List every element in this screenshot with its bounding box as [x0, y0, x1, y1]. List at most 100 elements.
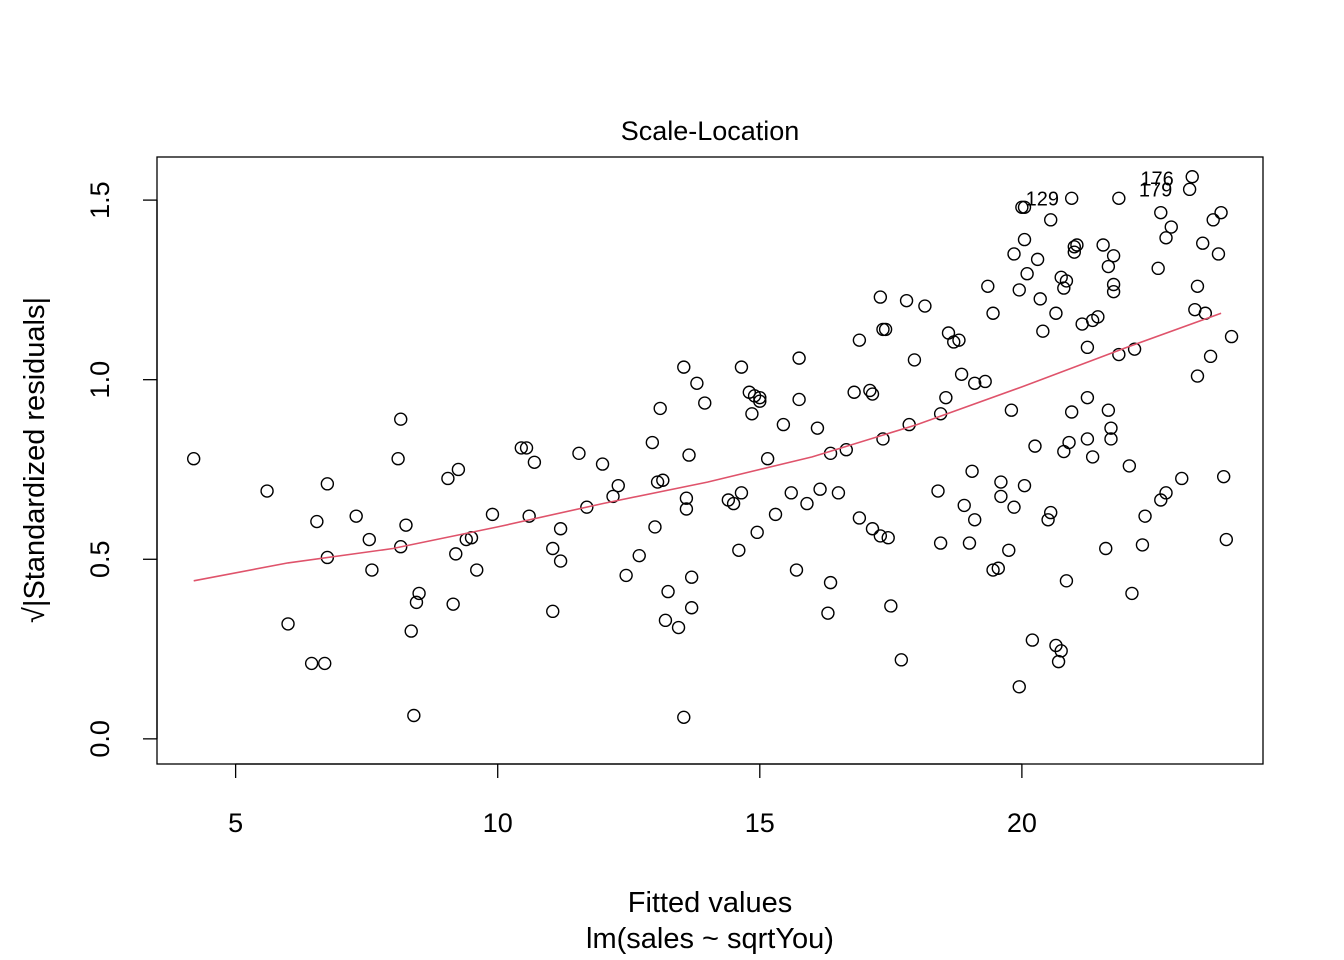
- data-point: [399, 518, 413, 532]
- data-point: [952, 333, 966, 347]
- data-point: [894, 653, 909, 667]
- data-point: [800, 496, 814, 511]
- data-point: [527, 455, 542, 469]
- data-point: [792, 351, 806, 365]
- data-point: [876, 432, 890, 446]
- data-point: [632, 548, 646, 563]
- data-point: [671, 620, 686, 635]
- data-point: [679, 502, 694, 516]
- data-point: [362, 532, 376, 547]
- data-point: [1219, 532, 1234, 547]
- data-point: [546, 604, 560, 619]
- x-tick-label: 10: [483, 808, 513, 838]
- data-point: [1159, 231, 1173, 245]
- data-point: [1190, 369, 1205, 383]
- point-label: 129: [1026, 188, 1059, 210]
- data-point: [1020, 267, 1034, 281]
- data-point: [1224, 329, 1239, 344]
- data-point: [1159, 486, 1173, 500]
- y-tick-label: 0.5: [85, 540, 115, 578]
- data-point: [1007, 247, 1021, 261]
- data-point: [994, 475, 1008, 489]
- data-point: [939, 390, 953, 405]
- data-point: [1067, 240, 1081, 254]
- data-point: [677, 360, 691, 374]
- data-point: [407, 708, 421, 723]
- data-point: [572, 446, 586, 461]
- data-point: [553, 554, 568, 568]
- y-tick-label: 1.5: [85, 181, 115, 219]
- data-point: [394, 412, 408, 426]
- data-point: [186, 452, 201, 466]
- data-point: [823, 575, 838, 590]
- data-point: [839, 443, 853, 457]
- data-point: [732, 543, 746, 557]
- data-point: [1064, 191, 1079, 206]
- data-point: [519, 441, 534, 455]
- data-point: [310, 514, 324, 529]
- data-point: [1007, 500, 1021, 514]
- data-point: [1112, 191, 1126, 206]
- data-point: [884, 599, 898, 613]
- data-point: [1067, 245, 1081, 259]
- data-point: [1216, 469, 1231, 484]
- data-point: [514, 441, 528, 455]
- data-point: [682, 448, 696, 462]
- data-point: [865, 522, 880, 536]
- scatter-points: [186, 170, 1239, 725]
- data-point: [941, 326, 956, 340]
- data-point: [1051, 654, 1066, 669]
- y-axis: 0.0 0.5 1.0 1.5: [85, 181, 158, 758]
- data-point: [1080, 432, 1095, 446]
- data-point: [1106, 277, 1121, 292]
- data-point: [546, 541, 560, 556]
- data-point: [968, 513, 982, 527]
- data-point: [965, 464, 979, 478]
- data-point: [991, 561, 1005, 575]
- data-point: [679, 491, 694, 505]
- data-point: [907, 353, 922, 367]
- data-point: [304, 656, 319, 671]
- data-point: [698, 396, 712, 410]
- data-point: [1015, 200, 1029, 214]
- data-point: [954, 367, 969, 381]
- data-point: [899, 293, 914, 308]
- x-axis-subtitle: lm(sales ~ sqrtYou): [586, 923, 834, 955]
- data-point: [1012, 680, 1026, 694]
- data-point: [821, 606, 835, 620]
- x-tick-label: 20: [1007, 808, 1037, 838]
- data-point: [734, 486, 749, 500]
- data-point: [881, 531, 895, 545]
- data-point: [1057, 444, 1071, 459]
- data-point: [1203, 349, 1218, 364]
- x-axis: 5 10 15 20: [228, 763, 1037, 838]
- data-point: [1085, 450, 1100, 464]
- data-point: [1185, 170, 1199, 184]
- data-point: [878, 322, 893, 337]
- data-point: [1070, 238, 1084, 252]
- data-point: [595, 457, 610, 471]
- data-point: [349, 509, 363, 523]
- data-point: [653, 401, 667, 416]
- data-point: [485, 507, 500, 522]
- data-point: [412, 586, 426, 601]
- data-point: [1099, 541, 1113, 556]
- data-point: [522, 509, 536, 523]
- data-point: [619, 568, 633, 583]
- data-point: [1059, 274, 1074, 288]
- data-point: [734, 360, 749, 374]
- data-point: [873, 529, 888, 543]
- data-point: [776, 417, 791, 432]
- data-point: [1138, 509, 1152, 523]
- data-point: [1127, 342, 1142, 356]
- data-point: [684, 570, 699, 584]
- chart-title: Scale-Location: [621, 116, 800, 146]
- x-axis-title: Fitted values: [628, 887, 792, 919]
- data-point: [813, 482, 827, 496]
- data-point: [981, 279, 995, 294]
- data-point: [1025, 633, 1040, 647]
- data-point: [1002, 543, 1016, 557]
- data-point: [1206, 213, 1220, 227]
- data-point: [1112, 347, 1126, 362]
